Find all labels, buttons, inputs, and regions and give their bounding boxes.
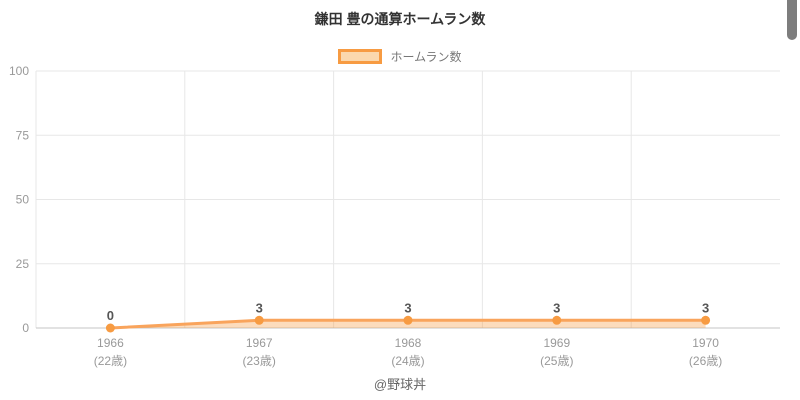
point-value-label: 3 <box>256 300 263 315</box>
x-tick-sublabel: (26歳) <box>689 354 722 368</box>
point-value-label: 3 <box>404 300 411 315</box>
x-tick-sublabel: (24歳) <box>391 354 424 368</box>
y-tick-label: 100 <box>9 64 29 78</box>
point-value-label: 0 <box>107 308 114 323</box>
x-tick-sublabel: (25歳) <box>540 354 573 368</box>
y-tick-label: 0 <box>22 321 29 335</box>
data-point[interactable] <box>105 323 115 333</box>
x-tick-sublabel: (23歳) <box>243 354 276 368</box>
chart-title: 鎌田 豊の通算ホームラン数 <box>314 11 486 27</box>
chart-footer: @野球丼 <box>373 377 427 392</box>
x-tick-label: 1966 <box>97 336 124 350</box>
legend[interactable]: ホームラン数 <box>0 48 800 64</box>
legend-swatch-icon <box>338 48 383 64</box>
x-tick-label: 1968 <box>395 336 422 350</box>
y-tick-label: 50 <box>16 193 30 207</box>
x-tick-label: 1970 <box>692 336 719 350</box>
y-tick-label: 75 <box>16 128 30 142</box>
data-point[interactable] <box>552 315 562 325</box>
y-tick-label: 25 <box>16 257 30 271</box>
data-point[interactable] <box>254 315 264 325</box>
data-point[interactable] <box>403 315 413 325</box>
x-tick-sublabel: (22歳) <box>94 354 127 368</box>
point-value-label: 3 <box>702 300 709 315</box>
point-value-label: 3 <box>553 300 560 315</box>
x-tick-label: 1967 <box>246 336 273 350</box>
x-tick-label: 1969 <box>543 336 570 350</box>
legend-label: ホームラン数 <box>390 49 462 64</box>
data-point[interactable] <box>701 315 711 325</box>
scrollbar-thumb[interactable] <box>787 0 797 40</box>
